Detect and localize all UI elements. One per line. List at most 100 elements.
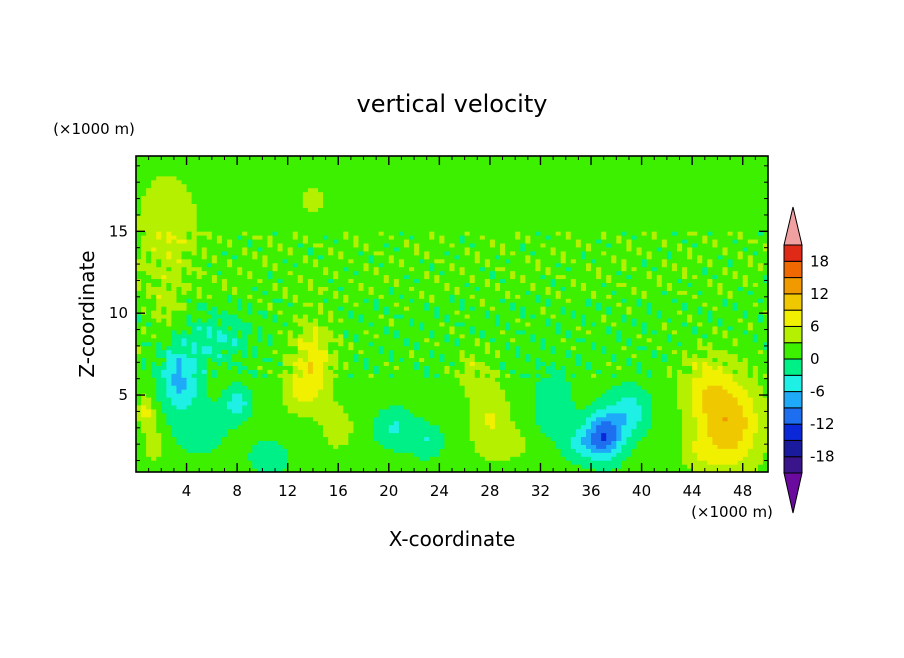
heat-cell	[459, 321, 466, 327]
heat-cell	[459, 444, 466, 449]
heat-cell	[277, 452, 284, 457]
heat-cell	[732, 341, 739, 347]
heat-cell	[540, 314, 547, 319]
heat-cell	[484, 349, 491, 355]
heat-cell	[575, 424, 582, 430]
heat-cell	[312, 440, 319, 445]
heat-cell	[545, 464, 552, 469]
heat-cell	[151, 440, 157, 445]
heat-cell	[717, 365, 724, 370]
heat-cell	[479, 448, 486, 453]
heat-cell	[722, 337, 729, 343]
heat-cell	[161, 432, 167, 438]
heat-cell	[722, 400, 729, 406]
heat-cell	[494, 400, 501, 406]
heat-cell	[651, 428, 658, 434]
heat-cell	[444, 333, 451, 339]
heat-cell	[520, 373, 526, 378]
heat-cell	[717, 341, 724, 347]
heat-cell	[414, 369, 420, 374]
heat-cell	[363, 365, 370, 370]
heat-cell	[237, 353, 243, 359]
heat-cell	[333, 424, 339, 430]
heat-cell	[398, 440, 405, 445]
heat-cell	[666, 385, 673, 390]
heat-cell	[272, 329, 279, 335]
heat-cell	[697, 333, 703, 339]
heat-cell	[515, 345, 521, 351]
heat-cell	[545, 333, 552, 339]
heat-cell	[211, 329, 218, 335]
heat-cell	[206, 357, 213, 362]
heat-cell	[712, 317, 719, 323]
heat-cell	[520, 420, 526, 426]
heat-cell	[489, 416, 496, 422]
heat-cell	[409, 436, 415, 441]
heat-cell	[530, 412, 537, 418]
heat-cell	[307, 420, 314, 426]
heat-cell	[560, 456, 567, 461]
heat-cell	[535, 412, 542, 418]
heat-cell	[707, 400, 713, 406]
heat-cell	[358, 452, 365, 457]
heat-cell	[606, 428, 612, 434]
heat-cell	[191, 464, 198, 469]
heat-cell	[378, 341, 385, 347]
heat-cell	[176, 408, 183, 414]
heat-cell	[702, 361, 708, 366]
heat-cell	[186, 436, 193, 441]
heat-cell	[474, 432, 481, 438]
heat-cell	[166, 436, 172, 441]
heat-cell	[221, 432, 228, 438]
heat-cell	[161, 393, 167, 398]
heat-cell	[500, 373, 506, 378]
heat-cell	[414, 341, 420, 347]
heat-cell	[353, 357, 360, 362]
heat-cell	[151, 341, 157, 347]
heat-cell	[282, 325, 289, 331]
heat-cell	[181, 345, 188, 351]
heat-cell	[575, 420, 582, 426]
heat-cell	[611, 452, 617, 457]
heat-cell	[722, 349, 729, 355]
heat-cell	[707, 420, 713, 426]
heat-cell	[363, 444, 370, 449]
heat-cell	[580, 314, 587, 319]
heat-cell	[616, 436, 622, 441]
heat-cell	[151, 456, 157, 461]
heat-cell	[161, 420, 167, 426]
heat-cell	[505, 341, 511, 347]
heat-cell	[424, 337, 430, 343]
heat-cell	[484, 408, 491, 414]
heat-cell	[414, 404, 420, 410]
heat-cell	[535, 321, 542, 327]
heat-cell	[282, 337, 289, 343]
heat-cell	[580, 393, 587, 398]
heat-cell	[661, 468, 668, 472]
heat-cell	[464, 396, 471, 402]
heat-cell	[575, 393, 582, 398]
heat-cell	[682, 404, 688, 410]
heat-cell	[328, 452, 334, 457]
heat-cell	[318, 345, 324, 351]
heat-cell	[141, 377, 147, 382]
heat-cell	[307, 345, 314, 351]
heat-cell	[262, 396, 269, 402]
heat-cell	[211, 464, 218, 469]
heat-cell	[550, 333, 557, 339]
heat-cell	[636, 393, 643, 398]
heat-cell	[429, 369, 435, 374]
heat-cell	[257, 440, 263, 445]
heat-cell	[565, 369, 572, 374]
heat-cell	[656, 321, 663, 327]
heat-cell	[707, 436, 713, 441]
heat-cell	[227, 314, 233, 319]
heat-cell	[757, 432, 764, 438]
heat-cell	[181, 460, 188, 465]
heat-cell	[216, 337, 223, 343]
heat-cell	[606, 408, 612, 414]
heat-cell	[762, 428, 768, 434]
heat-cell	[292, 420, 299, 426]
heat-cell	[363, 396, 370, 402]
